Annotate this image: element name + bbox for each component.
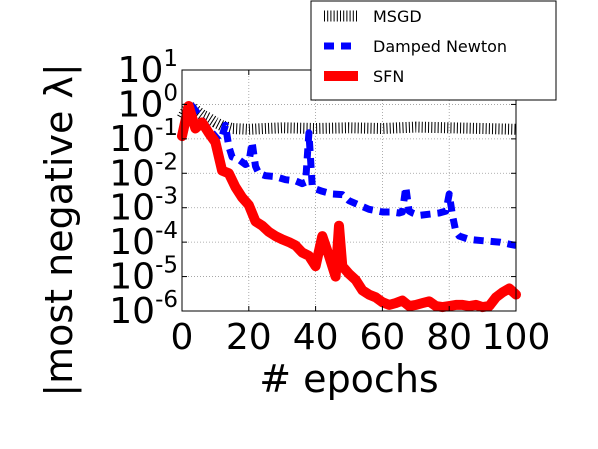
- x-tick-label: 40: [293, 317, 339, 358]
- x-tick-label: 100: [482, 317, 551, 358]
- y-tick-label: 100: [118, 80, 178, 125]
- legend-entry: Damped Newton: [373, 37, 507, 56]
- legend-entry: SFN: [373, 67, 404, 86]
- series-line-msgd: [177, 100, 517, 135]
- series-line-sfn: [177, 101, 521, 313]
- y-tick-label: 10-4: [109, 218, 178, 263]
- x-tick-labels: 0 20 40 60 80 100: [171, 317, 551, 358]
- series-line-damped-newton: [178, 102, 517, 249]
- legend: MSGD Damped Newton SFN: [310, 0, 557, 101]
- x-tick-label: 80: [426, 317, 472, 358]
- x-tick-label: 60: [359, 317, 405, 358]
- legend-box: [310, 0, 557, 101]
- legend-entry: MSGD: [373, 7, 422, 26]
- y-tick-label: 10-5: [109, 253, 178, 298]
- y-tick-label: 10-6: [109, 287, 178, 332]
- y-tick-label: 101: [118, 46, 178, 91]
- y-tick-label: 10-1: [109, 115, 178, 160]
- x-tick-label: 20: [226, 317, 272, 358]
- x-axis-label: # epochs: [259, 357, 438, 401]
- x-tick-label: 0: [171, 317, 194, 358]
- y-tick-label: 10-2: [109, 149, 178, 194]
- series-layer: [177, 100, 521, 313]
- y-axis-label: |most negative λ|: [37, 63, 82, 396]
- y-tick-label: 10-3: [109, 184, 178, 229]
